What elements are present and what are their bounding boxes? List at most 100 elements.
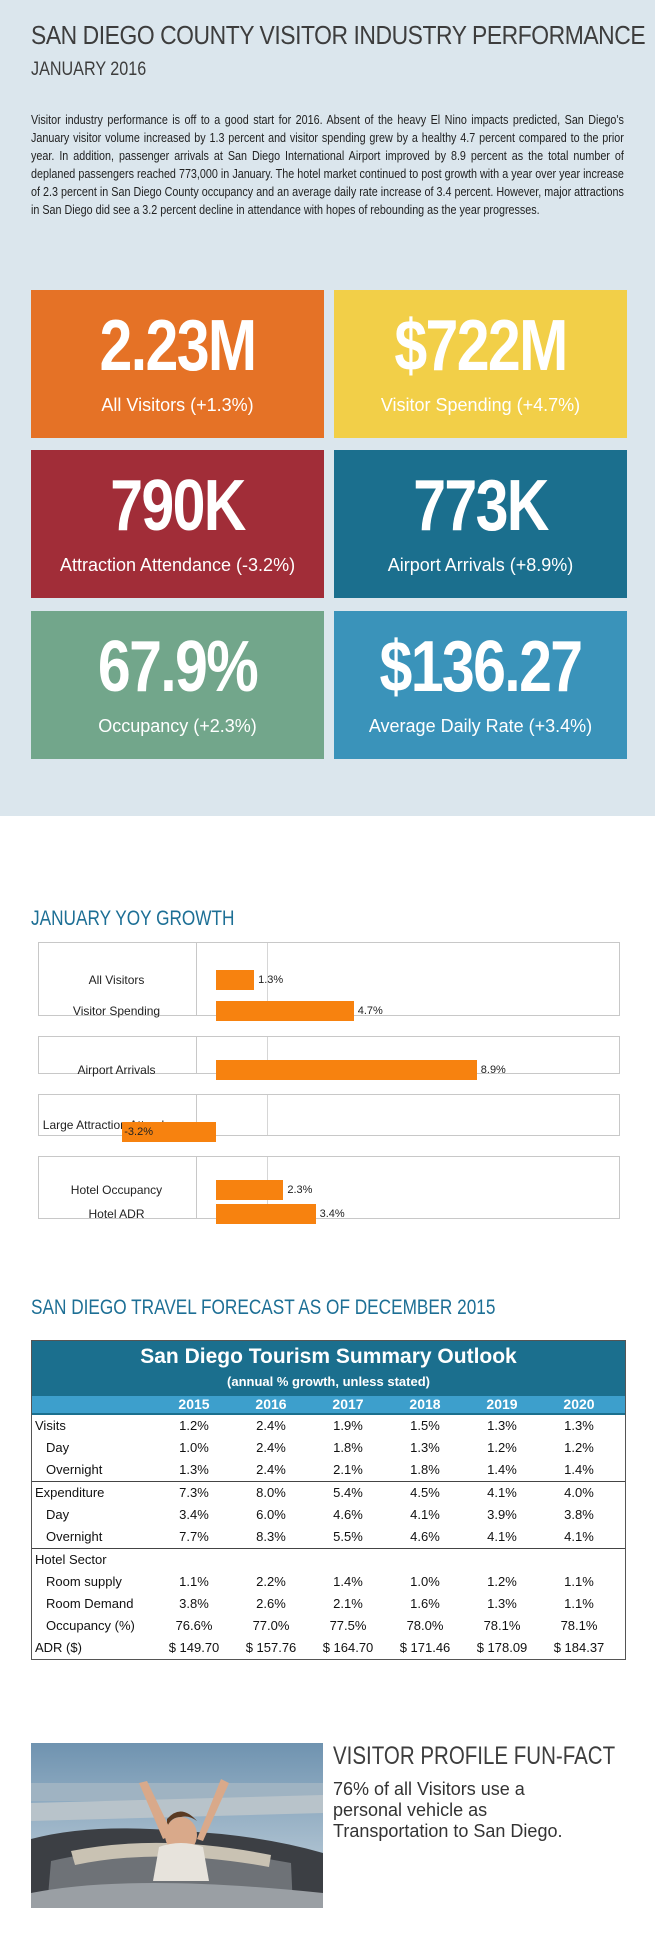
table-cell: 78.1% (560, 1618, 598, 1633)
chart-category-label: Hotel Occupancy (70, 1183, 163, 1197)
table-cell: 76.6% (175, 1618, 213, 1633)
chart-bar (216, 1060, 477, 1080)
stat-label: Average Daily Rate (+3.4%) (368, 716, 593, 736)
table-cell: 4.1% (564, 1529, 594, 1544)
chart-bar (216, 1001, 354, 1021)
table-row: Overnight 1.3% 2.4% 2.1% 1.8% 1.4% 1.4% (32, 1459, 625, 1481)
row-label: Room supply (46, 1574, 122, 1589)
chart-bar (216, 970, 255, 990)
table-cell: 1.5% (410, 1418, 440, 1433)
stat-value: 2.23M (99, 306, 258, 386)
table-cell: 78.0% (406, 1618, 444, 1633)
stat-value: 773K (413, 466, 549, 546)
table-cell: $ 178.09 (476, 1640, 528, 1655)
table-cell: $ 149.70 (168, 1640, 220, 1655)
forecast-heading: SAN DIEGO TRAVEL FORECAST AS OF DECEMBER… (31, 1296, 496, 1319)
year-header: 2015 (178, 1396, 210, 1412)
stat-value: $136.27 (379, 627, 584, 707)
table-cell: 1.0% (179, 1440, 209, 1455)
chart-category-label: Airport Arrivals (77, 1063, 156, 1077)
stat-tile-attraction-attendance: 790K Attraction Attendance (-3.2%) (31, 450, 324, 598)
table-cell: 4.1% (487, 1485, 517, 1500)
table-cell: 77.0% (252, 1618, 290, 1633)
table-row: Visits 1.2% 2.4% 1.9% 1.5% 1.3% 1.3% (32, 1415, 625, 1437)
table-cell: 2.6% (256, 1596, 286, 1611)
stat-value: 67.9% (97, 627, 259, 707)
table-row: Day 1.0% 2.4% 1.8% 1.3% 1.2% 1.2% (32, 1437, 625, 1459)
table-cell: 3.4% (179, 1507, 209, 1522)
year-header: 2020 (563, 1396, 595, 1412)
chart-category-label: Visitor Spending (72, 1004, 161, 1018)
table-cell: 1.3% (410, 1440, 440, 1455)
table-cell: 78.1% (483, 1618, 521, 1633)
table-cell: $ 171.46 (399, 1640, 451, 1655)
table-cell: 1.6% (410, 1596, 440, 1611)
chart-value-label: 4.7% (357, 1005, 383, 1017)
table-cell: 3.8% (564, 1507, 594, 1522)
stat-label: Attraction Attendance (-3.2%) (59, 555, 296, 575)
table-cell: 2.1% (333, 1462, 363, 1477)
chart-value-label: 2.3% (287, 1184, 313, 1196)
chart-value-label: 8.9% (480, 1064, 506, 1076)
row-label: Overnight (46, 1462, 103, 1477)
table-cell: 3.8% (179, 1596, 209, 1611)
stat-label: Visitor Spending (+4.7%) (380, 395, 581, 415)
table-cell: 7.3% (179, 1485, 209, 1500)
table-cell: 4.6% (333, 1507, 363, 1522)
table-row: Occupancy (%) 76.6% 77.0% 77.5% 78.0% 78.1% 78… (32, 1615, 625, 1637)
table-cell: 7.7% (179, 1529, 209, 1544)
stat-label: Airport Arrivals (+8.9%) (387, 555, 574, 575)
table-subtitle: (annual % growth, unless stated) (227, 1374, 430, 1389)
stat-tile-all-visitors: 2.23M All Visitors (+1.3%) (31, 290, 324, 438)
table-cell: 2.4% (256, 1462, 286, 1477)
stat-value: 790K (110, 466, 246, 546)
chart-bar (216, 1204, 316, 1224)
table-cell: 1.4% (333, 1574, 363, 1589)
table-cell: 1.1% (564, 1574, 594, 1589)
page-title: SAN DIEGO COUNTY VISITOR INDUSTRY PERFOR… (31, 20, 646, 50)
chart-value-label: 3.4% (319, 1208, 345, 1220)
chart-category-label: All Visitors (88, 973, 145, 987)
yoy-bar-chart: All Visitors 1.3% Visitor Spending 4.7% Airp… (38, 942, 620, 1224)
row-label: Expenditure (35, 1485, 105, 1500)
table-cell: 1.3% (564, 1418, 594, 1433)
table-cell: 1.2% (564, 1440, 594, 1455)
table-cell: 1.8% (410, 1462, 440, 1477)
table-cell: 1.3% (487, 1596, 517, 1611)
chart-category-label: Hotel ADR (88, 1207, 145, 1221)
table-header: San Diego Tourism Summary Outlook (annua… (32, 1341, 625, 1415)
table-cell: 1.3% (487, 1418, 517, 1433)
chart-value-label: -3.2% (124, 1126, 153, 1138)
table-cell: 2.4% (256, 1418, 286, 1433)
convertible-car-photo (31, 1743, 323, 1908)
page-subtitle: JANUARY 2016 (31, 59, 147, 80)
table-cell: 1.1% (564, 1596, 594, 1611)
table-cell: 1.2% (179, 1418, 209, 1433)
table-cell: 4.5% (410, 1485, 440, 1500)
table-cell: 4.0% (564, 1485, 594, 1500)
row-label: Visits (35, 1418, 66, 1433)
row-label: Day (46, 1507, 70, 1522)
table-year-header-row: 2015 2016 2017 2018 2019 2020 (32, 1396, 625, 1413)
table-cell: 2.1% (333, 1596, 363, 1611)
table-cell: 4.1% (487, 1529, 517, 1544)
stat-tile-average-daily-rate: $136.27 Average Daily Rate (+3.4%) (334, 611, 627, 759)
funfact-title: VISITOR PROFILE FUN-FACT (333, 1742, 616, 1770)
table-body: Visits 1.2% 2.4% 1.9% 1.5% 1.3% 1.3% Day 1.0% 2.4… (32, 1415, 625, 1659)
table-row: Overnight 7.7% 8.3% 5.5% 4.6% 4.1% 4.1% (32, 1526, 625, 1548)
table-row: Room Demand 3.8% 2.6% 2.1% 1.6% 1.3% 1.1% (32, 1593, 625, 1615)
row-label: Day (46, 1440, 70, 1455)
table-cell: 1.1% (179, 1574, 209, 1589)
table-cell: 8.0% (256, 1485, 286, 1500)
yoy-heading: JANUARY YOY GROWTH (31, 907, 235, 930)
row-label: ADR ($) (35, 1640, 82, 1655)
table-cell: 1.3% (179, 1462, 209, 1477)
table-cell: 3.9% (487, 1507, 517, 1522)
stat-tile-airport-arrivals: 773K Airport Arrivals (+8.9%) (334, 450, 627, 598)
year-header: 2016 (255, 1396, 287, 1412)
table-cell: 77.5% (329, 1618, 367, 1633)
chart-group-hotel (38, 1156, 620, 1219)
row-label: Overnight (46, 1529, 103, 1544)
stat-label: All Visitors (+1.3%) (101, 395, 254, 415)
hero-section: SAN DIEGO COUNTY VISITOR INDUSTRY PERFOR… (0, 0, 655, 816)
